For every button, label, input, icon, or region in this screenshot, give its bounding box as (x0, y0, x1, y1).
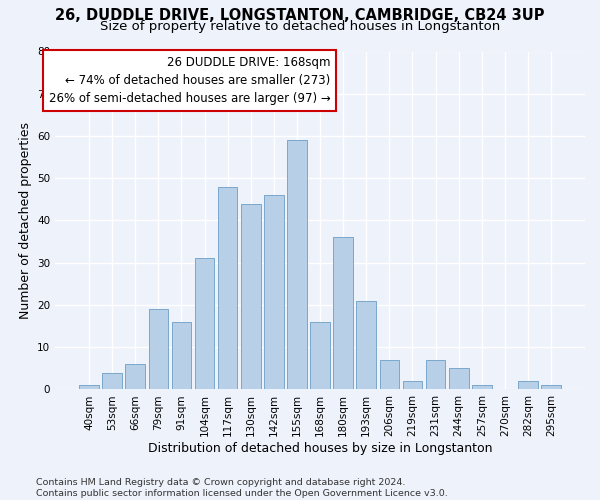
Bar (541, 385, 561, 390)
Bar (449, 368, 469, 390)
Bar (403, 381, 422, 390)
Bar (172, 322, 191, 390)
Bar (334, 238, 353, 390)
Bar (264, 195, 284, 390)
Bar (472, 385, 491, 390)
Bar (103, 372, 122, 390)
Bar (518, 381, 538, 390)
Bar (241, 204, 260, 390)
Bar (426, 360, 445, 390)
Y-axis label: Number of detached properties: Number of detached properties (19, 122, 32, 319)
Text: Contains HM Land Registry data © Crown copyright and database right 2024.
Contai: Contains HM Land Registry data © Crown c… (36, 478, 448, 498)
Text: 26 DUDDLE DRIVE: 168sqm
← 74% of detached houses are smaller (273)
26% of semi-d: 26 DUDDLE DRIVE: 168sqm ← 74% of detache… (49, 56, 331, 104)
Bar (380, 360, 399, 390)
Text: Size of property relative to detached houses in Longstanton: Size of property relative to detached ho… (100, 20, 500, 33)
Bar (218, 186, 238, 390)
Bar (287, 140, 307, 390)
X-axis label: Distribution of detached houses by size in Longstanton: Distribution of detached houses by size … (148, 442, 493, 455)
Bar (195, 258, 214, 390)
Bar (79, 385, 99, 390)
Bar (125, 364, 145, 390)
Bar (310, 322, 330, 390)
Bar (356, 300, 376, 390)
Bar (149, 309, 168, 390)
Text: 26, DUDDLE DRIVE, LONGSTANTON, CAMBRIDGE, CB24 3UP: 26, DUDDLE DRIVE, LONGSTANTON, CAMBRIDGE… (55, 8, 545, 22)
